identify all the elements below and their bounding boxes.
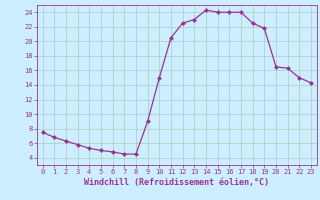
X-axis label: Windchill (Refroidissement éolien,°C): Windchill (Refroidissement éolien,°C) [84,178,269,187]
